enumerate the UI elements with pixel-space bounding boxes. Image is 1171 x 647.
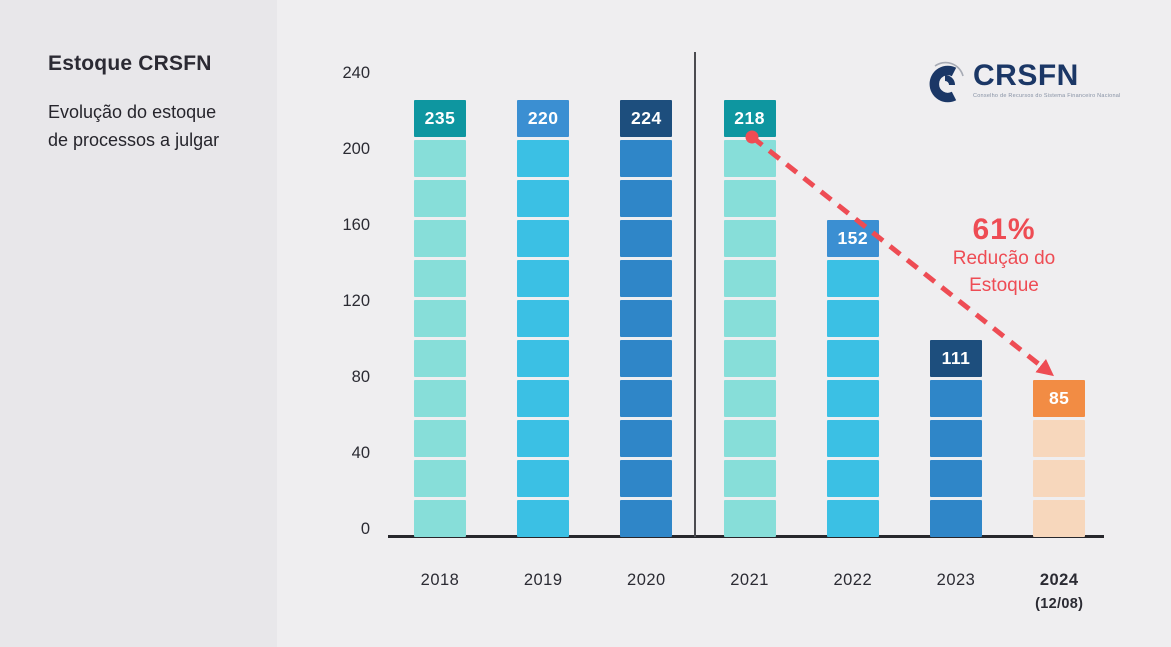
bar-segment-2018 — [414, 300, 466, 337]
bar-segment-2024 — [1033, 420, 1086, 457]
bar-segment-2021 — [723, 500, 776, 537]
x-axis-label-2021: 2021 — [730, 571, 769, 589]
bar-segment-2023 — [930, 460, 982, 497]
page-subtitle: Evolução do estoque de processos a julga… — [48, 99, 219, 155]
bar-segment-2020 — [620, 380, 673, 417]
bar-segment-2021 — [723, 140, 776, 177]
x-axis-label-2024: 2024 — [1039, 571, 1079, 589]
bar-segment-2020 — [620, 340, 673, 377]
bar-segment-2019 — [517, 140, 570, 177]
bar-segment-2020 — [620, 220, 673, 257]
bar-segment-2024 — [1033, 500, 1086, 537]
crsfn-logo: CRSFN Conselho de Recursos do Sistema Fi… — [923, 60, 1121, 109]
x-axis-label-2023: 2023 — [936, 571, 976, 589]
bar-segment-2023 — [930, 420, 982, 457]
bar-segment-2019 — [517, 340, 570, 377]
y-axis-tick-40: 40 — [351, 444, 370, 462]
bar-segment-2018 — [414, 140, 466, 177]
bar-segment-2021 — [723, 220, 776, 257]
bar-segment-2021 — [723, 380, 776, 417]
bar-value-label-2023: 111 — [930, 340, 982, 377]
bar-segment-2021 — [723, 340, 776, 377]
period-divider-line — [694, 52, 696, 537]
bar-segment-2023 — [930, 500, 982, 537]
bar-value-label-2022: 152 — [826, 220, 879, 257]
page-subtitle-line2: de processos a julgar — [48, 129, 220, 150]
x-axis-label-2019: 2019 — [523, 571, 563, 589]
bar-segment-2019 — [517, 420, 570, 457]
bar-segment-2021 — [723, 180, 776, 217]
bar-segment-2018 — [414, 260, 466, 297]
bar-segment-2019 — [517, 380, 570, 417]
bar-segment-2021 — [723, 460, 776, 497]
x-axis-label-2022: 2022 — [833, 571, 873, 589]
crsfn-logo-icon — [923, 60, 967, 109]
bar-segment-2018 — [414, 220, 466, 257]
bar-segment-2020 — [620, 180, 673, 217]
x-axis-label-2020: 2020 — [627, 571, 666, 589]
bar-segment-2022 — [826, 420, 879, 457]
bar-segment-2019 — [517, 460, 570, 497]
bar-segment-2021 — [723, 420, 776, 457]
bar-segment-2022 — [826, 300, 879, 337]
x-axis-label-2018: 2018 — [420, 571, 460, 589]
bar-value-label-2020: 224 — [620, 100, 673, 137]
bar-segment-2024 — [1033, 460, 1086, 497]
bar-segment-2019 — [517, 180, 570, 217]
bar-segment-2020 — [620, 140, 673, 177]
reduction-label-line1: Redução do — [952, 248, 1056, 269]
bar-segment-2019 — [517, 500, 570, 537]
y-axis-tick-240: 240 — [342, 64, 370, 82]
bar-segment-2022 — [826, 340, 879, 377]
bar-value-label-2024: 85 — [1033, 380, 1086, 417]
bar-segment-2018 — [414, 420, 466, 457]
bar-segment-2023 — [930, 380, 982, 417]
bar-segment-2020 — [620, 260, 673, 297]
y-axis-tick-120: 120 — [342, 292, 370, 310]
bar-segment-2021 — [723, 300, 776, 337]
bar-segment-2018 — [414, 380, 466, 417]
reduction-annotation: 61% Redução do Estoque — [914, 213, 1094, 299]
bar-segment-2021 — [723, 260, 776, 297]
bar-segment-2018 — [414, 340, 466, 377]
bar-segment-2022 — [826, 380, 879, 417]
y-axis-tick-200: 200 — [342, 140, 370, 158]
bar-segment-2020 — [620, 500, 673, 537]
bar-segment-2020 — [620, 460, 673, 497]
bar-value-label-2021: 218 — [723, 100, 776, 137]
bar-value-label-2018: 235 — [414, 100, 466, 137]
left-sidebar: Estoque CRSFN Evolução do estoque de pro… — [0, 0, 277, 647]
x-axis-sublabel-2024: (12/08) — [1035, 596, 1084, 612]
page-title: Estoque CRSFN — [48, 52, 212, 75]
reduction-percent: 61% — [972, 213, 1036, 246]
bar-segment-2020 — [620, 300, 673, 337]
page-subtitle-line1: Evolução do estoque — [48, 102, 217, 122]
bar-segment-2022 — [826, 260, 879, 297]
crsfn-logo-name: CRSFN — [973, 59, 1079, 92]
y-axis-tick-160: 160 — [342, 216, 370, 234]
y-axis-tick-80: 80 — [351, 368, 370, 386]
y-axis-tick-0: 0 — [360, 520, 370, 538]
crsfn-logo-tagline: Conselho de Recursos do Sistema Financei… — [973, 92, 1121, 99]
bar-segment-2019 — [517, 300, 570, 337]
crsfn-logo-text: CRSFN Conselho de Recursos do Sistema Fi… — [973, 60, 1121, 99]
bar-segment-2020 — [620, 420, 673, 457]
bar-segment-2019 — [517, 220, 570, 257]
bar-segment-2018 — [414, 460, 466, 497]
bar-value-label-2019: 220 — [517, 100, 570, 137]
bar-segment-2022 — [826, 460, 879, 497]
reduction-label-line2: Estoque — [969, 274, 1039, 296]
bar-segment-2022 — [826, 500, 879, 537]
bar-segment-2018 — [414, 180, 466, 217]
bar-segment-2019 — [517, 260, 570, 297]
bar-segment-2018 — [414, 500, 466, 537]
